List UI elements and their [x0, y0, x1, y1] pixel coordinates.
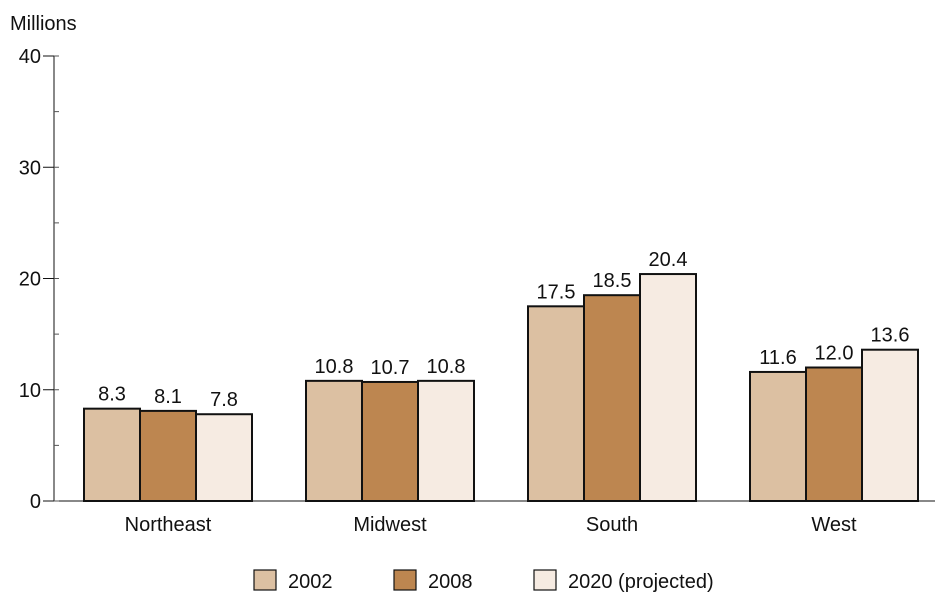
y-tick-label: 40	[19, 46, 41, 68]
bar	[195, 413, 253, 503]
legend-swatch	[393, 569, 417, 591]
bar	[861, 348, 919, 503]
data-label: 8.1	[154, 386, 182, 408]
bar	[361, 380, 419, 502]
y-tick-label: 20	[19, 269, 41, 291]
legend-swatch	[533, 569, 557, 591]
data-label: 17.5	[537, 281, 576, 303]
legend: 2002 2008 2020 (projected)	[253, 569, 714, 593]
x-axis-labels: Northeast Midwest South West	[125, 514, 857, 536]
data-label: 18.5	[593, 270, 632, 292]
bar	[639, 273, 697, 502]
bar	[583, 294, 641, 502]
bar	[305, 379, 363, 503]
bar	[417, 379, 475, 503]
legend-label: 2002	[288, 571, 333, 593]
data-label: 8.3	[98, 384, 126, 406]
legend-label: 2020 (projected)	[568, 571, 714, 593]
data-label: 10.8	[427, 356, 466, 378]
data-labels: 8.3 8.1 7.8 10.8 10.7 10.8 17.5 18.5 20.4 11.6 12.…	[98, 249, 909, 411]
bar	[139, 409, 197, 503]
y-unit-label: Millions	[10, 13, 77, 35]
data-label: 11.6	[759, 347, 796, 369]
x-tick-label: South	[586, 514, 638, 536]
legend-label: 2008	[428, 571, 473, 593]
data-label: 12.0	[815, 343, 854, 365]
data-label: 10.7	[371, 357, 410, 379]
data-label: 7.8	[210, 389, 238, 411]
bar	[749, 370, 807, 503]
bar	[805, 366, 863, 502]
x-tick-label: West	[811, 514, 857, 536]
bar	[527, 305, 585, 502]
data-label: 20.4	[649, 249, 688, 271]
y-tick-label: 30	[19, 157, 41, 179]
x-tick-label: Northeast	[125, 514, 212, 536]
y-tick-label: 0	[30, 491, 41, 513]
x-tick-label: Midwest	[353, 514, 427, 536]
data-label: 10.8	[315, 356, 354, 378]
bars	[83, 273, 919, 503]
y-tick-label: 10	[19, 380, 41, 402]
data-label: 13.6	[871, 325, 910, 347]
legend-swatch	[253, 569, 277, 591]
bar	[83, 407, 141, 503]
